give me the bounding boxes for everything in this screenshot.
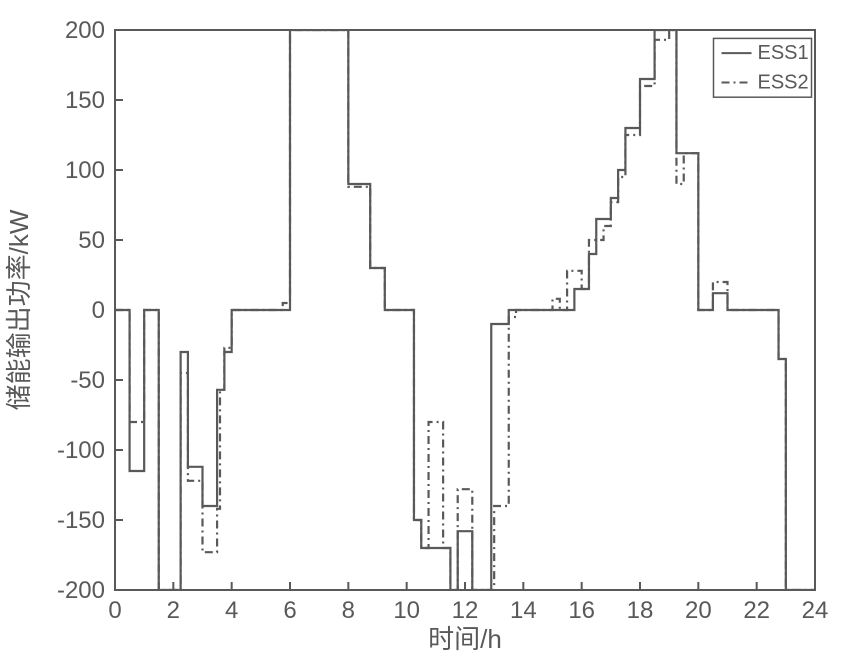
chart-svg: 024681012141618202224-200-150-100-500501… [0,0,854,667]
y-axis-label: 储能输出功率/kW [4,209,34,410]
x-tick-label: 4 [225,597,238,624]
x-tick-label: 18 [627,597,654,624]
legend-label: ESS2 [758,72,809,94]
x-tick-label: 16 [568,597,595,624]
x-tick-label: 8 [342,597,355,624]
y-tick-label: -200 [57,577,105,604]
y-tick-label: 200 [65,17,105,44]
x-tick-label: 14 [510,597,537,624]
x-tick-label: 2 [167,597,180,624]
x-tick-label: 20 [685,597,712,624]
x-tick-label: 10 [393,597,420,624]
x-tick-label: 22 [743,597,770,624]
y-tick-label: 50 [78,227,105,254]
x-tick-label: 24 [802,597,829,624]
y-tick-label: -150 [57,507,105,534]
y-tick-label: 100 [65,157,105,184]
x-tick-label: 6 [283,597,296,624]
series-ESS2 [115,30,815,590]
y-tick-label: 150 [65,87,105,114]
legend-label: ESS1 [758,42,809,64]
x-tick-label: 12 [452,597,479,624]
chart-container: 024681012141618202224-200-150-100-500501… [0,0,854,667]
x-tick-label: 0 [108,597,121,624]
y-tick-label: 0 [92,297,105,324]
y-tick-label: -50 [70,367,105,394]
y-tick-label: -100 [57,437,105,464]
x-axis-label: 时间/h [428,624,502,654]
